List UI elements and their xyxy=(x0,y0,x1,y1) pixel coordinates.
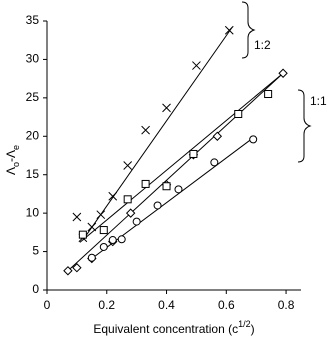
annotation: 1:2 xyxy=(254,38,271,52)
y-tick-label: 0 xyxy=(32,282,39,296)
fit-line xyxy=(79,72,284,243)
diamond-marker xyxy=(278,68,288,78)
circle-marker xyxy=(87,253,96,262)
x-tick-label: 0 xyxy=(44,298,51,312)
y-axis-label: Λo-Λe xyxy=(4,145,21,175)
y-tick-label: 15 xyxy=(26,167,40,181)
diamond-marker xyxy=(212,131,223,141)
circle-marker xyxy=(99,242,108,251)
square-marker xyxy=(189,149,198,158)
brace xyxy=(297,89,312,163)
annotation: 1:1 xyxy=(310,94,327,108)
label-part: Equivalent concentration (c xyxy=(93,322,238,336)
x-tick-label: 0.8 xyxy=(278,298,295,312)
label-part: e xyxy=(11,145,21,150)
square-marker xyxy=(78,230,87,239)
x-tick-label: 0.2 xyxy=(98,298,115,312)
square-marker xyxy=(264,90,273,99)
square-marker xyxy=(99,226,108,235)
square-marker xyxy=(123,195,132,204)
brace xyxy=(241,1,256,59)
x-axis-label: Equivalent concentration (c1/2) xyxy=(93,319,254,336)
circle-marker xyxy=(210,158,219,167)
circle-marker xyxy=(174,185,183,194)
circle-marker xyxy=(117,235,126,244)
fit-line xyxy=(82,26,233,241)
y-tick-label: 5 xyxy=(32,244,39,258)
label-part: Λ xyxy=(4,167,18,175)
label-part: -Λ xyxy=(4,150,18,162)
square-marker xyxy=(162,182,171,191)
fit-line xyxy=(67,72,284,272)
square-marker xyxy=(141,179,150,188)
y-tick-label: 20 xyxy=(26,128,40,142)
circle-marker xyxy=(108,236,117,245)
circle-marker xyxy=(132,217,141,226)
cross-marker xyxy=(72,212,82,222)
diamond-marker xyxy=(125,208,136,218)
cross-marker xyxy=(87,222,97,232)
cross-marker xyxy=(96,210,106,220)
square-marker xyxy=(234,109,243,118)
diamond-marker xyxy=(63,266,73,276)
x-tick-label: 0.6 xyxy=(218,298,235,312)
circle-marker xyxy=(153,201,162,210)
label-part: o xyxy=(11,162,21,167)
cross-marker xyxy=(108,191,118,201)
y-tick-label: 35 xyxy=(26,13,40,27)
y-tick-label: 30 xyxy=(26,52,40,66)
y-tick-label: 25 xyxy=(26,90,40,104)
y-tick-label: 10 xyxy=(26,205,40,219)
cross-marker xyxy=(224,25,234,35)
cross-marker xyxy=(141,125,150,135)
cross-marker xyxy=(192,61,201,70)
label-part: ) xyxy=(251,322,255,336)
label-part: 1/2 xyxy=(238,319,251,329)
x-tick-label: 0.4 xyxy=(158,298,175,312)
cross-marker xyxy=(123,161,133,170)
diamond-marker xyxy=(72,263,82,273)
circle-marker xyxy=(249,135,258,144)
cross-marker xyxy=(162,103,171,113)
